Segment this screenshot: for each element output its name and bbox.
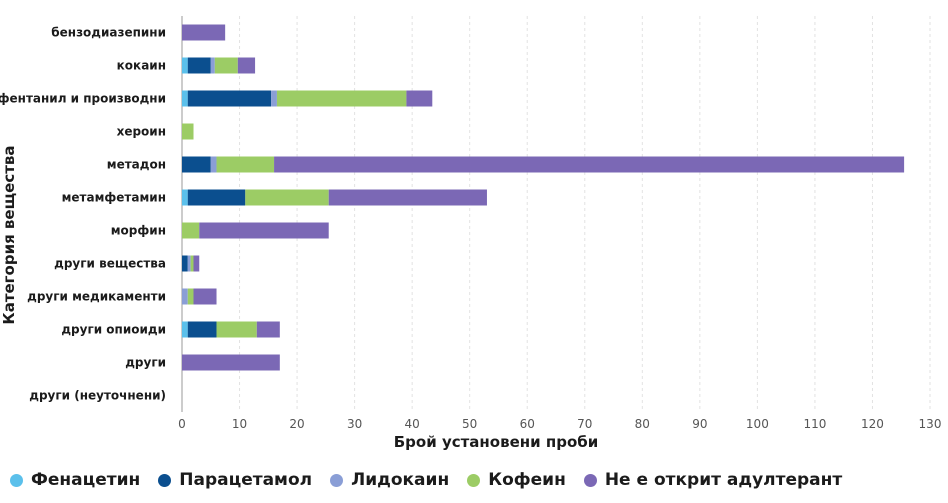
bar-segment	[187, 189, 246, 206]
x-tick-label: 90	[692, 417, 707, 431]
bar-segment	[193, 255, 200, 272]
bar-segment	[182, 123, 194, 140]
category-label: метамфетамин	[62, 191, 166, 205]
x-tick-label: 40	[405, 417, 420, 431]
bar-segment	[182, 222, 200, 239]
x-tick-label: 0	[178, 417, 186, 431]
bar-segment	[182, 288, 188, 305]
category-label: метадон	[107, 158, 166, 172]
legend-label: Лидокаин	[351, 470, 450, 490]
bar-segment	[182, 321, 188, 338]
x-tick-label: 60	[520, 417, 535, 431]
grid-lines	[181, 16, 931, 412]
bar-segment	[274, 156, 905, 173]
x-tick-label: 70	[577, 417, 592, 431]
bar-segment	[182, 90, 188, 107]
bar-segment	[214, 57, 238, 74]
bar-segment	[328, 189, 487, 206]
legend-marker	[10, 473, 23, 487]
category-label: фентанил и производни	[0, 92, 166, 106]
category-label: кокаин	[117, 59, 166, 73]
bar-segment	[182, 24, 226, 41]
bar-segment	[187, 255, 191, 272]
x-tick-label: 30	[347, 417, 362, 431]
bar-segment	[182, 57, 188, 74]
x-tick-label: 120	[861, 417, 884, 431]
x-tick-label: 130	[919, 417, 942, 431]
bar-segment	[187, 321, 217, 338]
bar-segment	[406, 90, 433, 107]
bar-segment	[182, 156, 211, 173]
bar-segment	[210, 156, 217, 173]
legend-label: Парацетамол	[179, 470, 313, 490]
legend-marker	[158, 473, 172, 487]
bar-segment	[216, 156, 275, 173]
x-tick-label: 80	[635, 417, 650, 431]
bar-segment	[271, 90, 277, 107]
bar-segment	[210, 57, 215, 74]
legend-marker	[467, 473, 481, 487]
bar-segment	[199, 222, 329, 239]
bar-segment	[182, 255, 188, 272]
legend-item: Фенацетин	[10, 470, 140, 490]
legend-label: Кофеин	[488, 470, 566, 490]
x-tick-label: 100	[746, 417, 769, 431]
legend-label: Фенацетин	[31, 470, 141, 490]
category-label: други опиоиди	[61, 323, 166, 337]
bar-segment	[237, 57, 256, 74]
legend: Фенацетин Парацетамол Лидокаин Кофеин Не е о…	[10, 470, 940, 490]
bars	[182, 24, 905, 371]
x-tick-label: 110	[803, 417, 826, 431]
x-tick-label: 20	[289, 417, 304, 431]
bar-segment	[187, 288, 194, 305]
x-tick-labels: 0 10 20 30 40 50 60 70 80 90 100 110 120 130	[178, 417, 941, 431]
bar-segment	[182, 189, 188, 206]
x-tick-label: 50	[462, 417, 477, 431]
category-label: други	[125, 356, 166, 370]
category-labels: бензодиазепини кокаин фентанил и производн…	[0, 26, 166, 403]
legend-item: Не е открит адултерант	[583, 470, 843, 490]
category-label: други (неуточнени)	[29, 389, 166, 403]
category-label: други медикаменти	[27, 290, 166, 304]
y-axis-title: Категория вещества	[0, 145, 18, 324]
bar-segment	[245, 189, 329, 206]
category-label: бензодиазепини	[51, 26, 166, 40]
category-label: други вещества	[54, 257, 166, 271]
bar-segment	[216, 321, 257, 338]
bar-segment	[276, 90, 407, 107]
bar-segment	[193, 288, 217, 305]
legend-item: Кофеин	[467, 470, 566, 490]
bar-segment	[190, 255, 194, 272]
legend-marker	[330, 473, 344, 487]
legend-label: Не е открит адултерант	[604, 470, 843, 490]
bar-segment	[256, 321, 280, 338]
stacked-bar-chart: бензодиазепини кокаин фентанил и производн…	[0, 16, 941, 451]
bar-segment	[187, 57, 211, 74]
legend-item: Парацетамол	[158, 470, 312, 490]
bar-segment	[187, 90, 272, 107]
x-axis-title: Брой установени проби	[394, 433, 599, 451]
legend-marker	[583, 473, 597, 487]
bar-segment	[182, 354, 280, 371]
legend-item: Лидокаин	[330, 470, 449, 490]
category-label: хероин	[117, 125, 166, 139]
x-tick-label: 10	[232, 417, 247, 431]
category-label: морфин	[111, 224, 166, 238]
